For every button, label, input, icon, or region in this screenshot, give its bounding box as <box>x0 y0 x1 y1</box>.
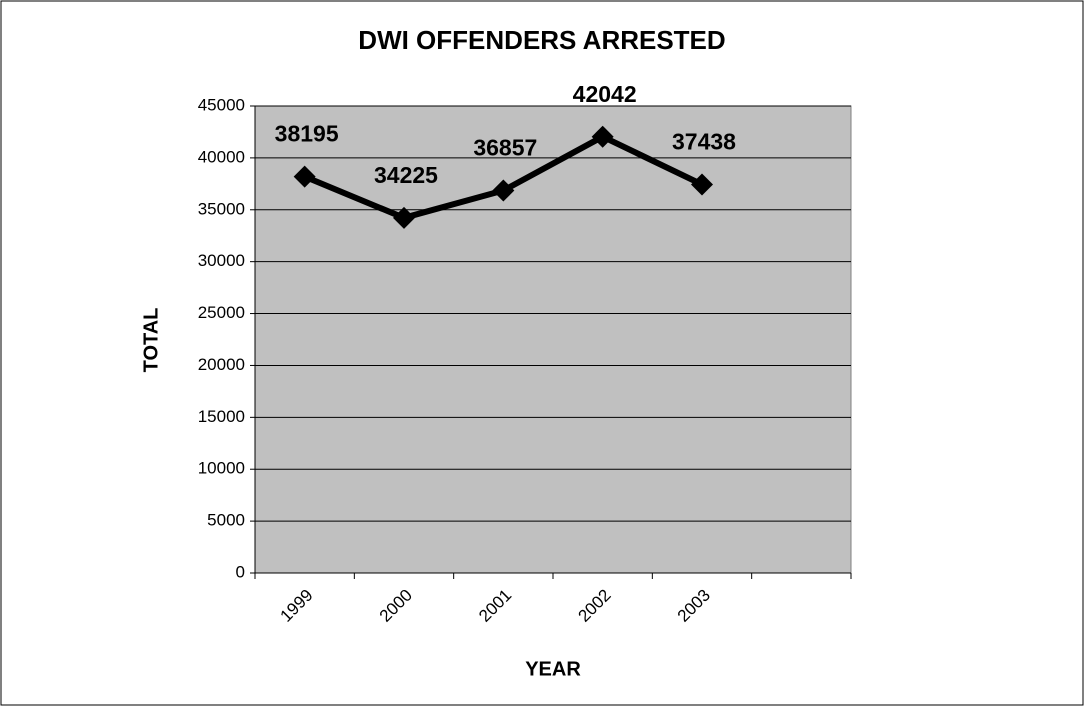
plot-area <box>254 105 852 574</box>
data-point <box>591 125 614 148</box>
data-point <box>393 206 415 229</box>
y-tick-label: 20000 <box>198 355 245 374</box>
y-tick-label: 0 <box>236 562 245 581</box>
y-tick-label: 45000 <box>198 95 245 114</box>
x-axis-title: YEAR <box>525 658 581 680</box>
data-label: 38195 <box>275 121 339 147</box>
y-axis-title: TOTAL <box>140 308 162 373</box>
data-label: 36857 <box>473 135 537 161</box>
y-tick-label: 30000 <box>198 251 245 270</box>
y-tick-label: 35000 <box>198 199 245 218</box>
data-point <box>492 179 515 202</box>
data-point <box>691 173 713 196</box>
y-tick-label: 40000 <box>198 147 245 166</box>
y-tick-label: 25000 <box>198 303 245 322</box>
data-point <box>293 165 316 188</box>
y-tick-label: 5000 <box>207 511 245 530</box>
data-label: 34225 <box>374 162 438 188</box>
data-label: 42042 <box>573 81 637 107</box>
y-tick-label: 15000 <box>198 407 245 426</box>
y-tick-label: 10000 <box>198 459 245 478</box>
chart-title: DWI OFFENDERS ARRESTED <box>358 25 725 55</box>
data-label: 37438 <box>672 129 736 155</box>
